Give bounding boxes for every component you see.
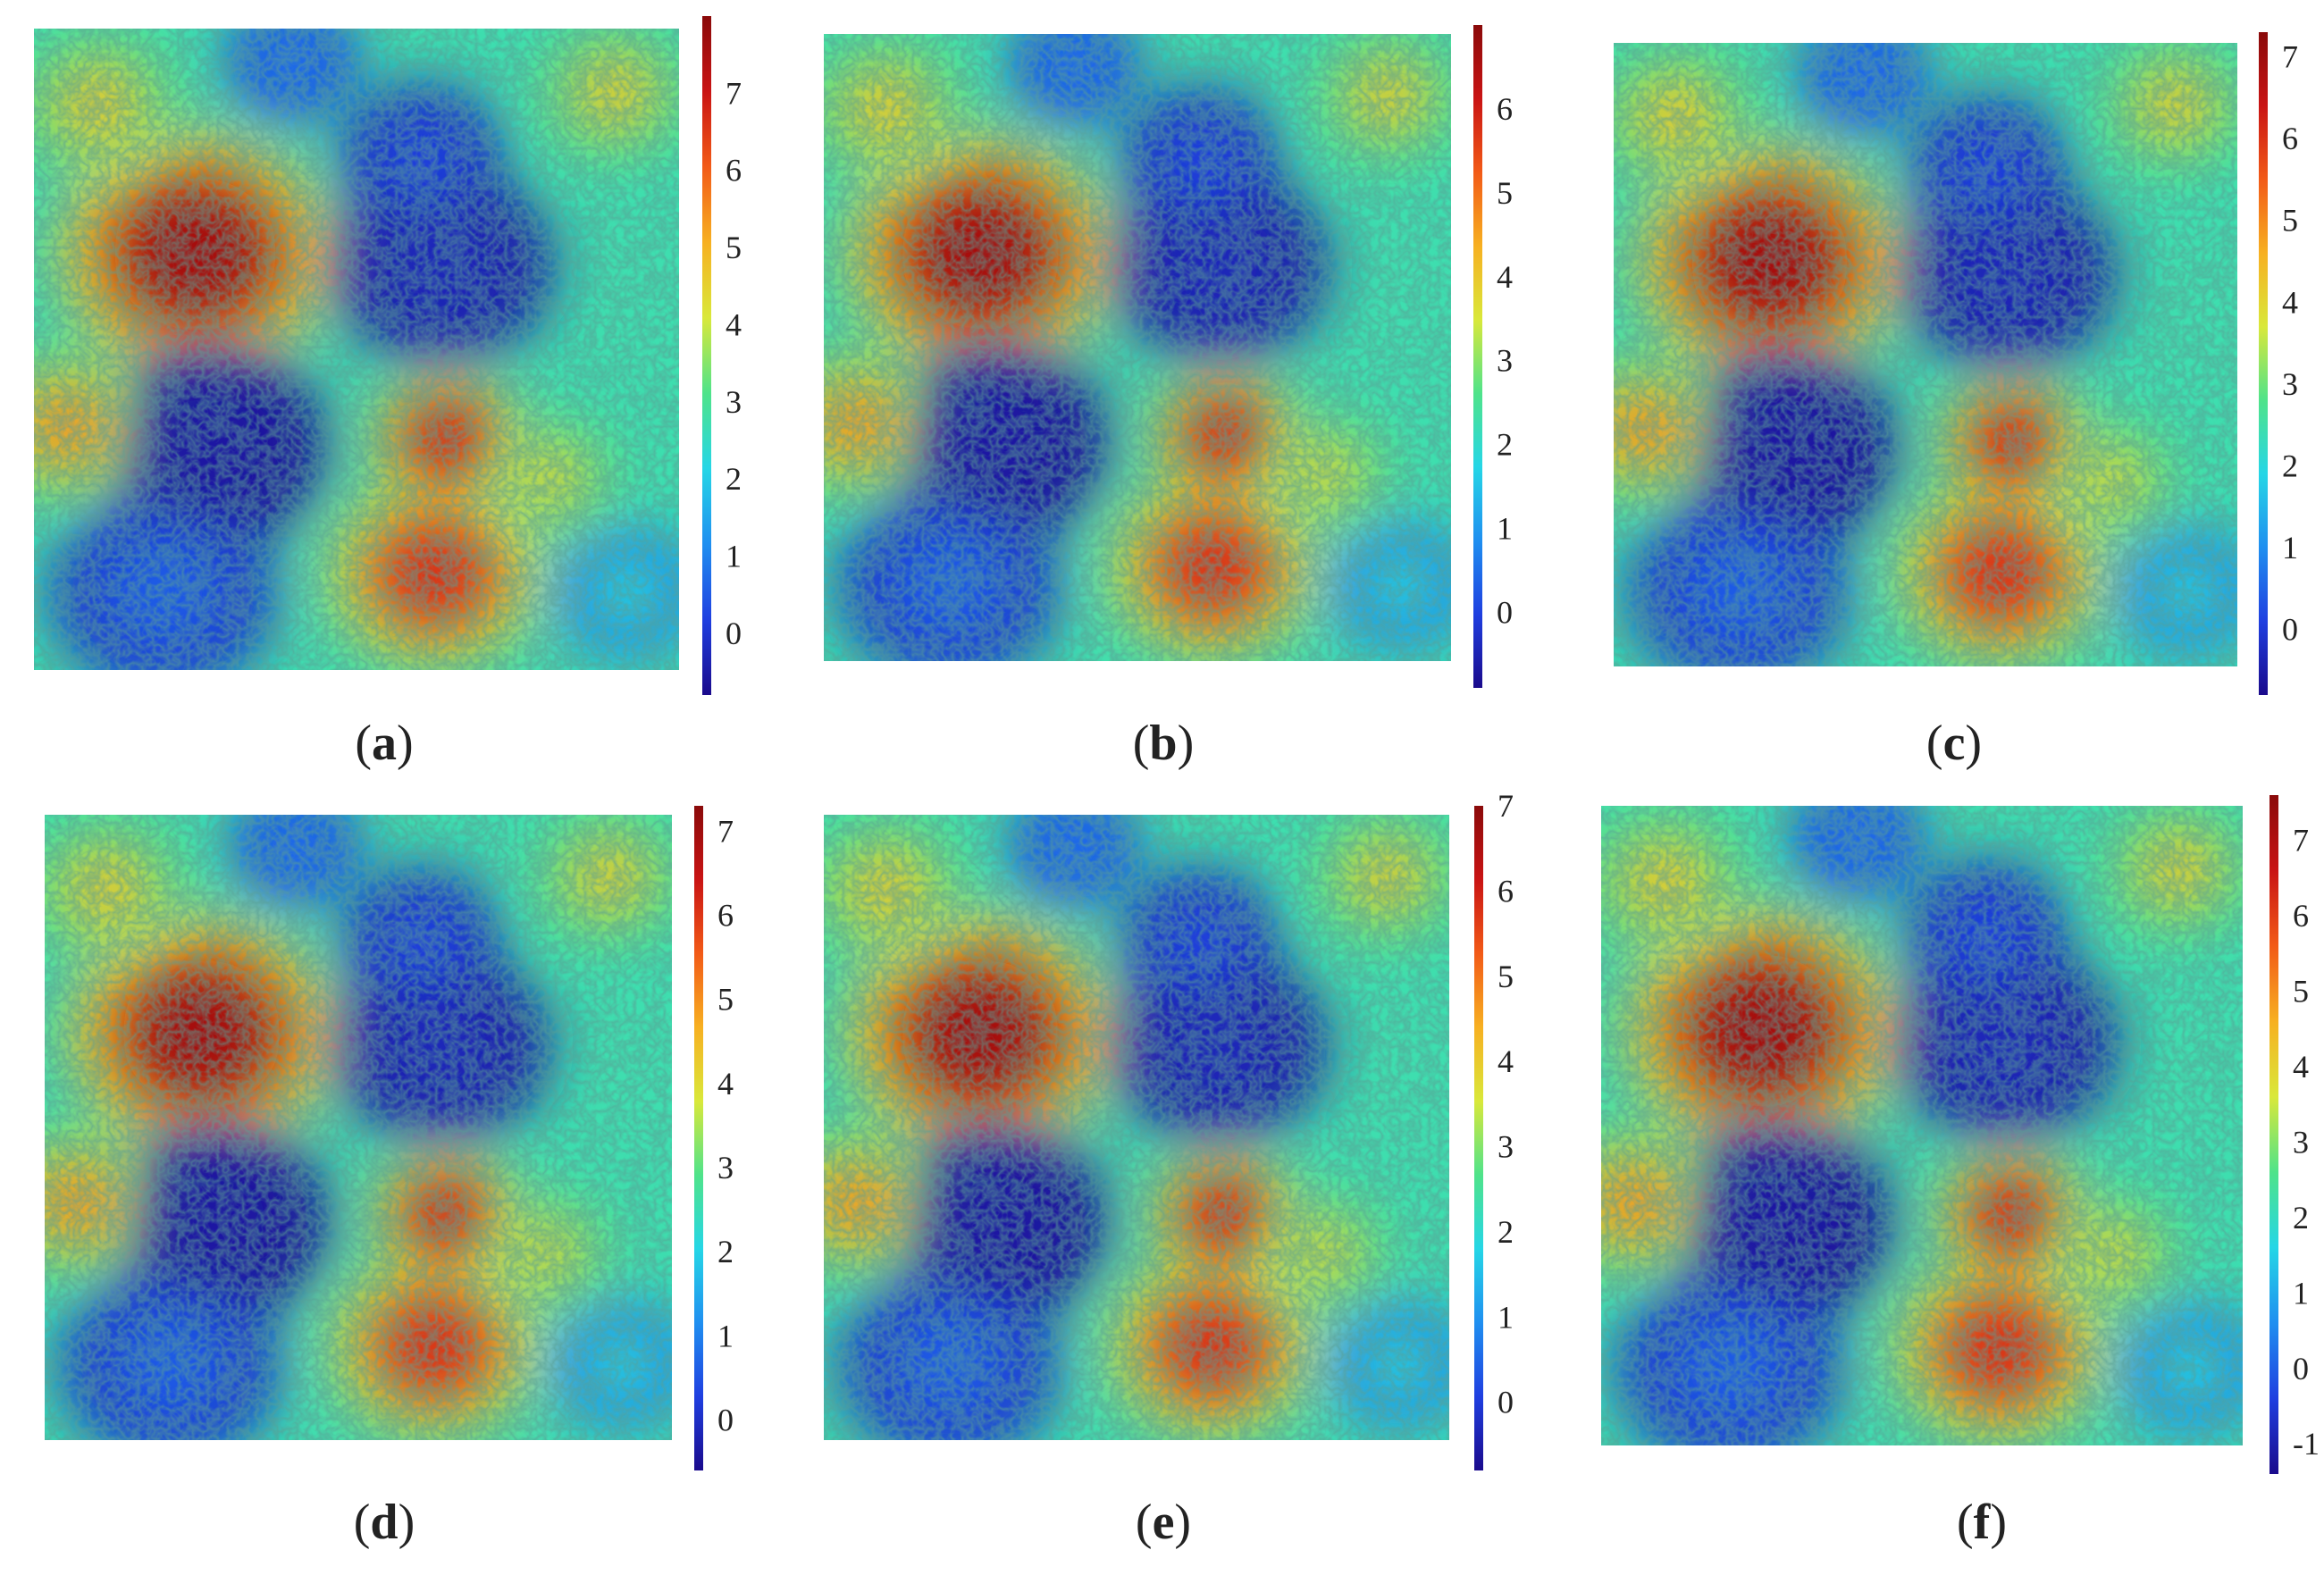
colorbar-tick-label: 4 — [1497, 259, 1513, 295]
surface-texture — [34, 29, 679, 670]
colorbar: 0 1 2 3 4 5 6 7 — [694, 806, 734, 1470]
surface-map — [1601, 806, 2243, 1445]
colorbar-tick-label: 1 — [717, 1318, 734, 1353]
colorbar: -1 0 1 2 3 4 5 6 7 — [2269, 795, 2320, 1474]
colorbar-tick-label: 0 — [1497, 594, 1513, 630]
colorbar: 0 1 2 3 4 5 6 — [1473, 25, 1513, 688]
surface-map — [824, 34, 1451, 661]
colorbar-tick-label: 1 — [1497, 511, 1513, 547]
colorbar-tick-label: 7 — [717, 813, 734, 849]
colorbar-gradient — [1473, 25, 1482, 688]
panel-caption: (c) — [1926, 716, 1982, 771]
surface-texture — [824, 34, 1451, 661]
colorbar: 0 1 2 3 4 5 6 7 — [1474, 788, 1514, 1470]
colorbar-gradient — [2269, 795, 2278, 1474]
colorbar-tick-label: 6 — [2293, 898, 2309, 934]
panel-d: 0 1 2 3 4 5 6 7 (d) — [45, 806, 734, 1550]
colorbar-tick-label: 0 — [1498, 1385, 1514, 1420]
colorbar-gradient — [694, 806, 703, 1470]
panel-b: 0 1 2 3 4 5 6 (b) — [824, 25, 1513, 771]
colorbar: 0 1 2 3 4 5 6 7 — [702, 16, 742, 695]
colorbar-tick-label: 7 — [726, 75, 742, 111]
colorbar-tick-label: 1 — [2282, 530, 2298, 565]
colorbar-tick-label: 3 — [717, 1150, 734, 1185]
colorbar-tick-label: 0 — [717, 1402, 734, 1437]
colorbar-gradient — [702, 16, 711, 695]
colorbar-tick-label: 2 — [717, 1234, 734, 1269]
panel-c: 0 1 2 3 4 5 6 7 (c) — [1614, 32, 2298, 771]
colorbar-tick-label: 1 — [2293, 1275, 2309, 1311]
surface-texture — [1614, 43, 2237, 666]
colorbar-tick-label: 2 — [1498, 1214, 1514, 1250]
colorbar-gradient — [2259, 32, 2268, 695]
colorbar-tick-label: 1 — [1498, 1299, 1514, 1335]
panel-caption: (f) — [1957, 1495, 2007, 1550]
surface-texture — [1601, 806, 2243, 1445]
colorbar-tick-label: 2 — [1497, 427, 1513, 463]
colorbar-tick-label: 3 — [1498, 1129, 1514, 1165]
colorbar: 0 1 2 3 4 5 6 7 — [2259, 32, 2298, 695]
colorbar-tick-label: 3 — [2293, 1124, 2309, 1160]
colorbar-tick-label: 5 — [1497, 175, 1513, 211]
surface-map — [1614, 43, 2237, 666]
surface-map — [824, 815, 1449, 1440]
panels: 0 1 2 3 4 5 6 7 (a) 0 1 2 3 4 5 6 (b) 0 1 2 3 4 5 6 7 (c) 0 1 2 3 4 5 6 7… — [34, 16, 2320, 1550]
panel-caption: (d) — [354, 1495, 415, 1550]
panel-e: 0 1 2 3 4 5 6 7 (e) — [824, 788, 1514, 1550]
colorbar-tick-label: 3 — [1497, 343, 1513, 379]
colorbar-tick-label: 6 — [1498, 873, 1514, 909]
colorbar-tick-label: 0 — [726, 616, 742, 651]
colorbar-gradient — [1474, 806, 1483, 1470]
surface-texture — [824, 815, 1449, 1440]
colorbar-tick-label: 5 — [717, 982, 734, 1018]
colorbar-tick-label: 7 — [1498, 788, 1514, 824]
colorbar-tick-label: 4 — [717, 1066, 734, 1102]
colorbar-tick-label: 6 — [717, 897, 734, 933]
colorbar-tick-label: 6 — [2282, 121, 2298, 156]
surface-texture — [45, 815, 672, 1440]
colorbar-tick-label: 2 — [2293, 1200, 2309, 1236]
panel-caption: (b) — [1133, 716, 1194, 771]
panel-a: 0 1 2 3 4 5 6 7 (a) — [34, 16, 742, 771]
colorbar-tick-label: 0 — [2282, 612, 2298, 648]
panel-caption: (e) — [1136, 1495, 1191, 1550]
colorbar-tick-label: 6 — [1497, 91, 1513, 127]
colorbar-tick-label: -1 — [2293, 1426, 2320, 1462]
colorbar-tick-label: 7 — [2293, 823, 2309, 859]
colorbar-tick-label: 2 — [2282, 448, 2298, 484]
colorbar-tick-label: 5 — [2293, 974, 2309, 1010]
colorbar-tick-label: 5 — [2282, 203, 2298, 239]
colorbar-tick-label: 5 — [726, 230, 742, 265]
colorbar-tick-label: 4 — [2282, 284, 2298, 320]
colorbar-tick-label: 1 — [726, 539, 742, 574]
surface-map — [34, 29, 679, 670]
surface-map — [45, 815, 672, 1440]
panel-f: -1 0 1 2 3 4 5 6 7 (f) — [1601, 795, 2320, 1550]
panel-caption: (a) — [355, 716, 413, 771]
colorbar-tick-label: 0 — [2293, 1351, 2309, 1387]
colorbar-tick-label: 6 — [726, 153, 742, 188]
colorbar-tick-label: 3 — [726, 384, 742, 420]
colorbar-tick-label: 4 — [2293, 1049, 2309, 1085]
colorbar-tick-label: 2 — [726, 461, 742, 497]
colorbar-tick-label: 5 — [1498, 959, 1514, 994]
colorbar-tick-label: 3 — [2282, 366, 2298, 402]
colorbar-tick-label: 4 — [726, 306, 742, 342]
colorbar-tick-label: 7 — [2282, 38, 2298, 74]
colorbar-tick-label: 4 — [1498, 1043, 1514, 1079]
